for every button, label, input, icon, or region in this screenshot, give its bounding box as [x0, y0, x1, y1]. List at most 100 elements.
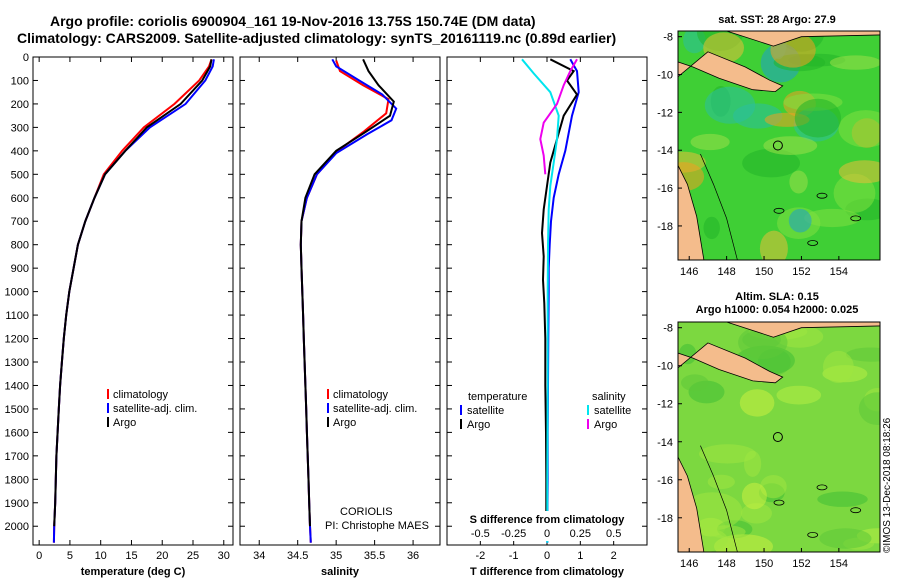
sst-map-ytick-label: -18	[657, 221, 673, 233]
difference-xlabel-top: S difference from climatology	[470, 514, 626, 526]
sla-map-field	[678, 322, 880, 552]
depth-tick-label: 1300	[5, 357, 29, 369]
sst-map-xtick-label: 148	[717, 266, 735, 278]
temperature-xtick-label: 15	[125, 550, 137, 562]
difference-xlabel: T difference from climatology	[470, 566, 625, 578]
difference-xtick-label: -2	[475, 550, 485, 562]
temperature-legend-item: climatology	[113, 389, 169, 401]
depth-tick-label: 1100	[5, 310, 29, 322]
salinity-legend-item: satellite-adj. clim.	[333, 403, 417, 415]
difference-legend-salinity-item: Argo	[594, 419, 617, 431]
sla-map-shelf-contour	[700, 445, 738, 552]
sla-map-field-patch	[739, 389, 775, 417]
difference-legend-temperature-item: satellite	[467, 405, 504, 417]
sst-map-xtick-label: 150	[755, 266, 773, 278]
temperature-xlabel: temperature (deg C)	[81, 566, 186, 578]
sla-map-field-patch	[858, 392, 880, 425]
sla-map-land-australia	[678, 456, 705, 552]
temperature-legend-item: Argo	[113, 417, 136, 429]
sla-map-xtick-label: 148	[717, 558, 735, 570]
salinity-xtick-label: 34	[253, 550, 265, 562]
salinity-line-argo	[299, 58, 395, 527]
salinity-legend-item: Argo	[333, 417, 356, 429]
difference-xtick-label: 0	[544, 550, 550, 562]
sst-map-reef	[816, 192, 828, 199]
difference-line-salinity-satellite	[521, 58, 560, 543]
data-centre-label: CORIOLIS	[340, 506, 393, 518]
sla-map-field-patch	[823, 350, 854, 384]
sst-map-reef	[850, 215, 862, 222]
sst-map-field-patch	[794, 98, 842, 138]
sst-map-reef	[807, 240, 819, 246]
temperature-legend-item: satellite-adj. clim.	[113, 403, 197, 415]
depth-tick-label: 1400	[5, 380, 29, 392]
difference-top-axis-bg	[456, 511, 640, 541]
depth-tick-label: 600	[11, 193, 29, 205]
sla-map-frame	[677, 321, 881, 553]
depth-tick-label: 400	[11, 146, 29, 158]
sst-map-field-patch	[759, 230, 788, 260]
depth-tick-label: 1200	[5, 334, 29, 346]
sst-map-ytick-label: -16	[657, 183, 673, 195]
pi-label: PI: Christophe MAES	[325, 520, 429, 532]
depth-tick-label: 1900	[5, 498, 29, 510]
salinity-xtick-label: 35	[330, 550, 342, 562]
sla-map-title: Altim. SLA: 0.15	[735, 291, 819, 303]
difference-legend-temperature-item: Argo	[467, 419, 490, 431]
difference-legend-salinity-title: salinity	[592, 391, 626, 403]
sla-map-field-patch	[741, 482, 767, 510]
salinity-xtick-label: 35.5	[364, 550, 385, 562]
sst-map-field-patch	[829, 55, 880, 70]
sst-map-ytick-label: -8	[663, 32, 673, 44]
sla-map-ytick-label: -14	[657, 437, 673, 449]
salinity-xtick-label: 34.5	[287, 550, 308, 562]
difference-s-tick-label: 0	[544, 528, 550, 540]
difference-xtick-label: 1	[577, 550, 583, 562]
sst-map-field	[678, 31, 880, 260]
sst-map-title: sat. SST: 28 Argo: 27.9	[718, 14, 836, 26]
difference-s-tick-label: 0.5	[606, 528, 621, 540]
sla-map-ytick-label: -10	[657, 361, 673, 373]
temperature-line-argo	[53, 59, 213, 527]
depth-tick-label: 800	[11, 240, 29, 252]
difference-xtick-label: 2	[611, 550, 617, 562]
salinity-frame	[239, 56, 441, 546]
depth-tick-label: 100	[11, 75, 29, 87]
temperature-xtick-label: 20	[156, 550, 168, 562]
temperature-xtick-label: 25	[187, 550, 199, 562]
temperature-xtick-label: 10	[95, 550, 107, 562]
salinity-legend-item: climatology	[333, 389, 389, 401]
depth-tick-label: 700	[11, 216, 29, 228]
sla-map-field-patch	[714, 534, 773, 552]
difference-s-tick-label: -0.25	[501, 528, 526, 540]
depth-tick-label: 1000	[5, 287, 29, 299]
sst-map-field-patch	[742, 148, 800, 178]
sst-map-field-patch	[704, 86, 756, 124]
depth-tick-label: 0	[23, 52, 29, 64]
sst-map-xtick-label: 152	[792, 266, 810, 278]
temperature-xtick-label: 30	[218, 550, 230, 562]
depth-tick-label: 300	[11, 122, 29, 134]
sla-map-argo-marker	[772, 432, 783, 442]
title-line-2: Climatology: CARS2009. Satellite-adjuste…	[17, 30, 617, 46]
sst-map-field-patch	[788, 208, 812, 233]
sla-map-field-patch	[760, 475, 787, 499]
depth-tick-label: 900	[11, 263, 29, 275]
difference-legend-salinity-item: satellite	[594, 405, 631, 417]
sst-map-frame	[677, 30, 881, 261]
sla-map-reef	[807, 532, 819, 538]
difference-line-temperature-argo	[540, 58, 579, 527]
sst-map-field-patch	[838, 110, 880, 148]
difference-s-tick-label: -0.5	[471, 528, 490, 540]
depth-tick-label: 500	[11, 169, 29, 181]
sla-map-xtick-label: 152	[792, 558, 810, 570]
temperature-xtick-label: 0	[36, 550, 42, 562]
sla-map-reef	[816, 484, 828, 491]
sst-map-ytick-label: -10	[657, 70, 673, 82]
difference-xtick-label: -1	[509, 550, 519, 562]
sst-map-field-patch	[789, 170, 808, 194]
temperature-xtick-label: 5	[67, 550, 73, 562]
sst-map-field-patch	[690, 133, 730, 151]
sla-map-ytick-label: -16	[657, 475, 673, 487]
